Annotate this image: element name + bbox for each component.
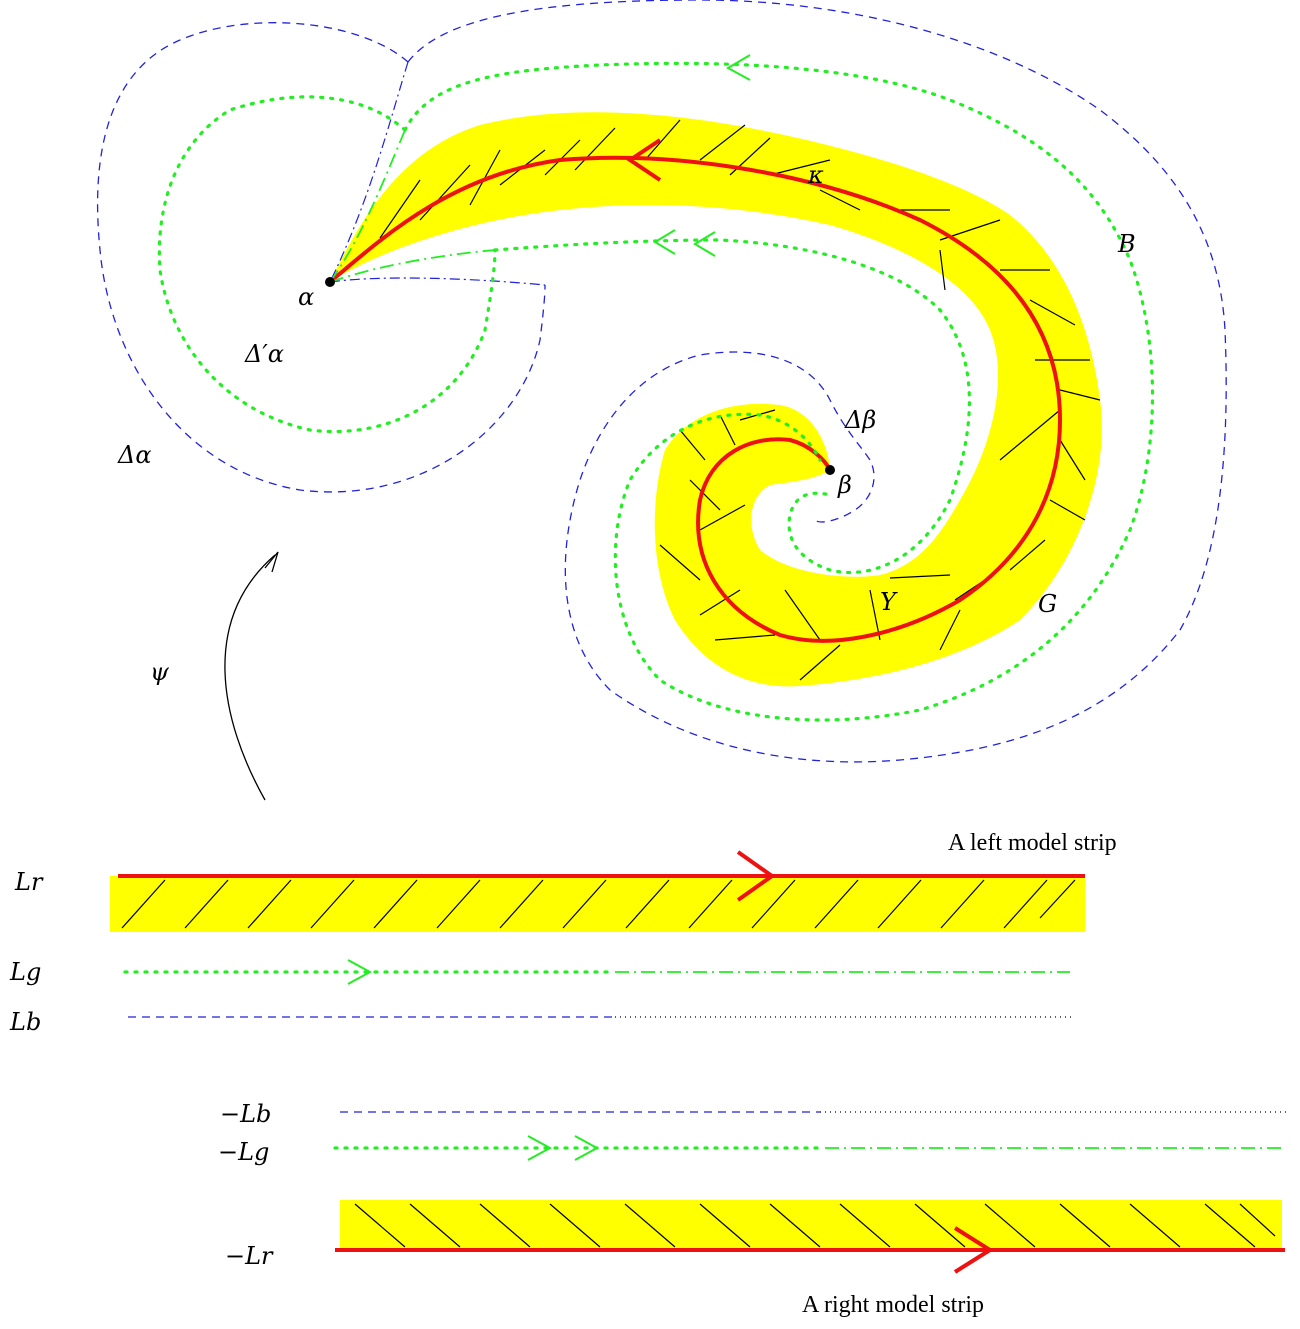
beta-point	[825, 465, 835, 475]
kappa-arrow-icon	[626, 138, 662, 182]
delta-beta-label: Δβ	[844, 406, 876, 434]
kappa-label: κ	[807, 161, 824, 189]
left-strip-caption: A left model strip	[948, 830, 1117, 856]
L-b-label: Lb	[9, 1008, 41, 1036]
kappa-curve	[328, 155, 1063, 643]
neg-L-b-label: −Lb	[220, 1100, 271, 1128]
psi-arrow-head-icon	[264, 551, 279, 573]
yellow-band	[330, 112, 1102, 687]
delta-alpha-prime-label: Δ′α	[244, 340, 284, 368]
green-arrow-top-icon	[725, 54, 751, 81]
green-arrow-inner-1-icon	[653, 229, 676, 255]
alpha-label: α	[298, 283, 314, 311]
Y-label: Y	[880, 588, 898, 616]
neg-L-g-label: −Lg	[218, 1138, 269, 1166]
delta-alpha-label: Δα	[117, 441, 152, 469]
right-strip-caption: A right model strip	[802, 1292, 984, 1318]
right-strip-arrow-icon	[953, 1226, 994, 1274]
psi-map-arrow	[224, 554, 276, 801]
left-strip-hatching	[121, 879, 1076, 929]
alpha-point	[325, 277, 335, 287]
L-g-label: Lg	[9, 958, 41, 986]
green-outer-loop	[403, 61, 1155, 722]
G-label: G	[1038, 590, 1057, 618]
B-label: B	[1117, 230, 1136, 258]
neg-L-r-label: −Lr	[225, 1242, 274, 1270]
right-strip-hatching	[354, 1203, 1276, 1248]
outer-loop-boundary	[407, 0, 1227, 763]
alpha-boundary-connector	[329, 61, 409, 283]
left-strip-yellow	[110, 876, 1085, 932]
alpha-green-lower-connector	[329, 249, 496, 283]
delta-alpha-boundary	[96, 22, 546, 493]
psi-label: ψ	[150, 658, 170, 686]
left-strip-green-arrow-icon	[347, 959, 373, 985]
right-strip-yellow	[340, 1200, 1282, 1250]
right-strip-green-arrow-2-icon	[574, 1135, 600, 1161]
delta-alpha-prime-boundary	[157, 95, 497, 434]
L-r-label: Lr	[14, 868, 44, 896]
left-strip-arrow-icon	[736, 850, 776, 902]
right-strip-green-arrow-1-icon	[527, 1135, 553, 1161]
alpha-bottom-connector	[329, 277, 546, 286]
green-arrow-inner-2-icon	[693, 231, 716, 257]
alpha-green-connector	[329, 129, 406, 283]
beta-label: β	[837, 471, 852, 499]
green-inner-loop	[493, 238, 971, 575]
